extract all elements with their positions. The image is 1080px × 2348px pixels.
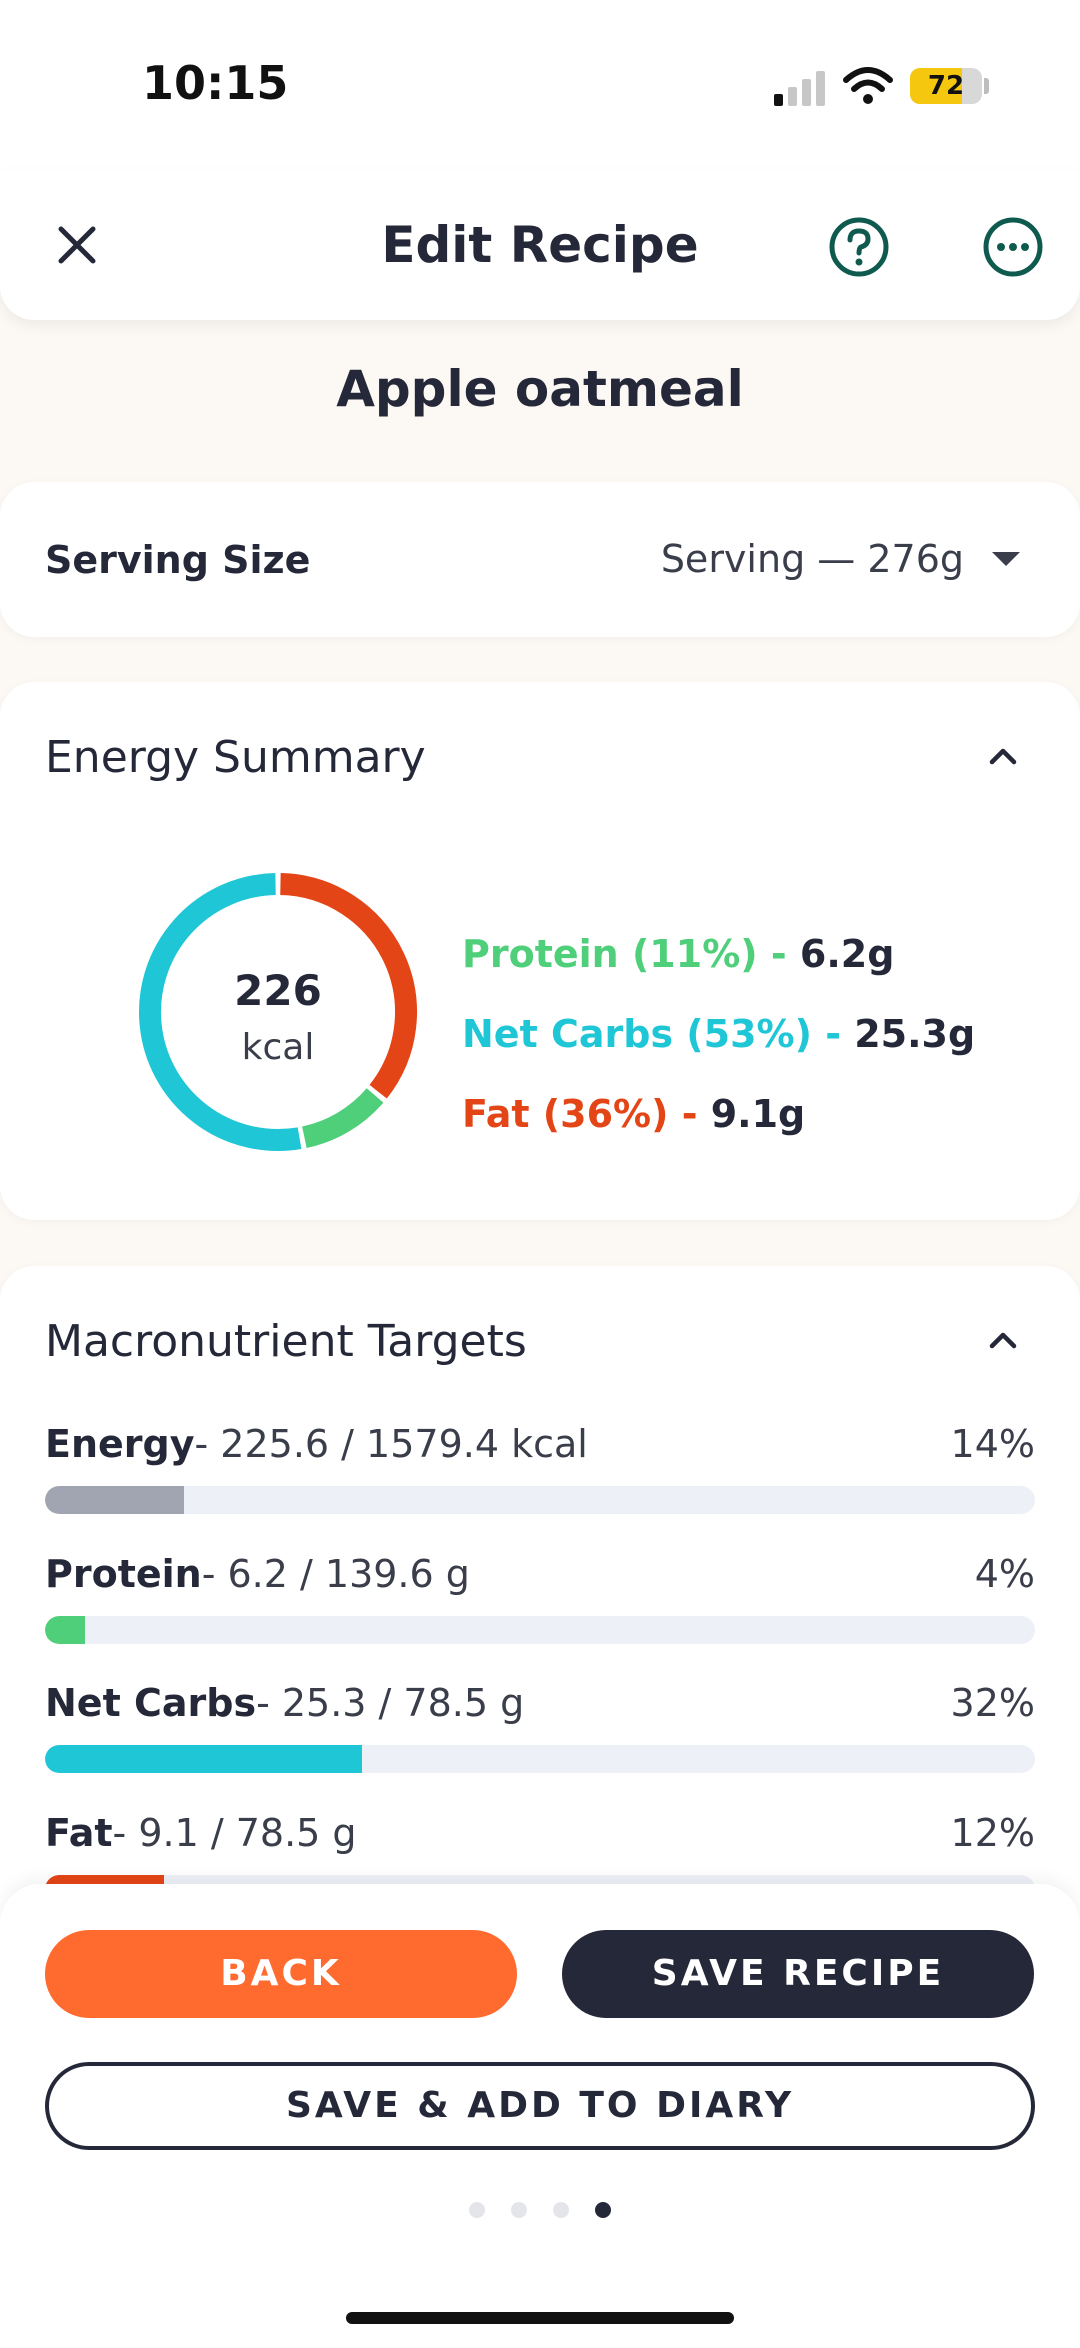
page-dot [469, 2202, 485, 2218]
cellular-signal-icon [774, 71, 825, 106]
target-fat-name: Fat [45, 1811, 113, 1855]
target-row-energy: Energy- 225.6 / 1579.4 kcal 14% [45, 1422, 1035, 1532]
target-fat-label: Fat- 9.1 / 78.5 g [45, 1811, 357, 1855]
top-nav-bar: Edit Recipe [0, 170, 1080, 320]
target-net-carbs-name: Net Carbs [45, 1681, 257, 1725]
recipe-name: Apple oatmeal [336, 360, 744, 418]
macro-protein-amount: 6.2g [799, 932, 895, 976]
target-net-carbs-bar-fill [45, 1745, 362, 1773]
target-protein-bar-fill [45, 1616, 85, 1644]
battery-fill [910, 68, 962, 104]
save-and-add-to-diary-button[interactable]: SAVE & ADD TO DIARY [45, 2062, 1035, 2150]
page-title: Edit Recipe [381, 216, 699, 274]
page-dot [511, 2202, 527, 2218]
serving-size-card: Serving Size Serving — 276g [0, 482, 1080, 637]
status-bar: 10:15 72 [0, 0, 1080, 170]
back-button[interactable]: BACK [45, 1930, 517, 2018]
target-energy-bar-fill [45, 1486, 184, 1514]
serving-size-value: Serving — 276g [660, 537, 964, 581]
macro-donut-chart: 226 kcal [139, 873, 417, 1151]
wifi-icon [843, 67, 893, 104]
target-net-carbs-detail: - 25.3 / 78.5 g [256, 1681, 525, 1725]
target-energy-bar [45, 1486, 1035, 1514]
page-dot [595, 2202, 611, 2218]
page-dot [553, 2202, 569, 2218]
chevron-up-icon[interactable] [978, 1316, 1028, 1366]
battery-level: 72 [927, 71, 965, 101]
macro-net-carbs-amount: 25.3g [854, 1012, 976, 1056]
calories-value: 226 [234, 966, 322, 1015]
donut-segment-net-carbs [139, 873, 302, 1151]
target-net-carbs-percent: 32% [950, 1681, 1035, 1725]
page-indicator [0, 2202, 1080, 2218]
bottom-action-panel: BACK SAVE RECIPE SAVE & ADD TO DIARY [0, 1884, 1080, 2348]
target-protein-detail: - 6.2 / 139.6 g [201, 1552, 470, 1596]
target-row-protein: Protein- 6.2 / 139.6 g 4% [45, 1552, 1035, 1662]
serving-size-dropdown[interactable]: Serving — 276g [661, 534, 1020, 584]
target-energy-detail: - 225.6 / 1579.4 kcal [194, 1422, 588, 1466]
macro-protein: Protein (11%) - 6.2g [462, 914, 975, 994]
target-fat-percent: 12% [950, 1811, 1035, 1855]
status-time: 10:15 [142, 56, 289, 110]
macro-fat-label: Fat (36%) - [462, 1092, 711, 1136]
serving-size-label: Serving Size [45, 538, 311, 582]
calories-unit: kcal [242, 1027, 315, 1068]
energy-summary-title: Energy Summary [45, 732, 426, 783]
macro-net-carbs: Net Carbs (53%) - 25.3g [462, 994, 975, 1074]
home-indicator [346, 2312, 734, 2324]
macro-protein-label: Protein (11%) - [462, 932, 800, 976]
target-net-carbs-label: Net Carbs- 25.3 / 78.5 g [45, 1681, 524, 1725]
help-circle-icon[interactable] [828, 216, 890, 278]
macro-fat: Fat (36%) - 9.1g [462, 1074, 975, 1154]
target-protein-bar [45, 1616, 1035, 1644]
macro-fat-amount: 9.1g [710, 1092, 806, 1136]
target-fat-detail: - 9.1 / 78.5 g [112, 1811, 357, 1855]
target-protein-percent: 4% [974, 1552, 1035, 1596]
target-protein-label: Protein- 6.2 / 139.6 g [45, 1552, 470, 1596]
battery-nub [984, 78, 989, 94]
target-net-carbs-bar [45, 1745, 1035, 1773]
macro-legend: Protein (11%) - 6.2g Net Carbs (53%) - 2… [462, 914, 975, 1154]
target-energy-name: Energy [45, 1422, 195, 1466]
macronutrient-targets-title: Macronutrient Targets [45, 1316, 527, 1367]
target-protein-name: Protein [45, 1552, 202, 1596]
energy-summary-card: Energy Summary 226 kcal Protein (11%) - … [0, 682, 1080, 1220]
more-options-icon[interactable] [982, 216, 1044, 278]
chevron-up-icon[interactable] [978, 732, 1028, 782]
target-energy-percent: 14% [950, 1422, 1035, 1466]
save-recipe-button[interactable]: SAVE RECIPE [562, 1930, 1034, 2018]
caret-down-icon [992, 552, 1020, 566]
battery-icon: 72 [910, 68, 982, 104]
donut-segment-protein [301, 1088, 384, 1149]
target-energy-label: Energy- 225.6 / 1579.4 kcal [45, 1422, 588, 1466]
donut-segment-fat [280, 873, 417, 1099]
target-row-net-carbs: Net Carbs- 25.3 / 78.5 g 32% [45, 1681, 1035, 1791]
close-icon[interactable] [40, 208, 114, 282]
macro-net-carbs-label: Net Carbs (53%) - [462, 1012, 855, 1056]
